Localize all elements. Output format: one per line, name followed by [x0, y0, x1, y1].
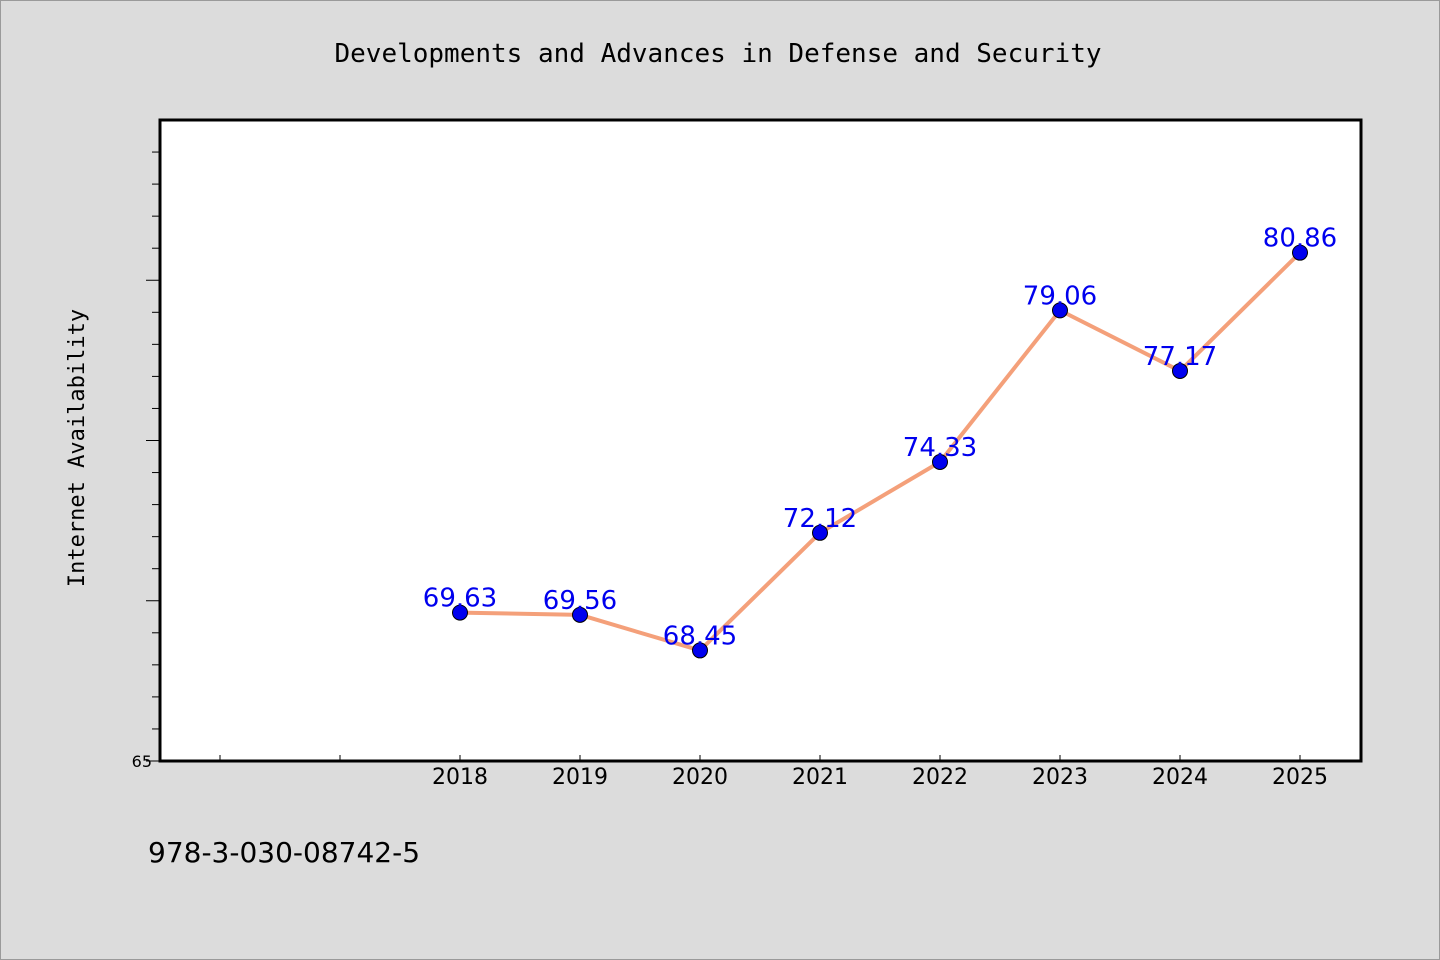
plot-area: [158, 118, 1363, 763]
data-label: 77.17: [1143, 342, 1217, 372]
x-tick-label: 2019: [552, 765, 608, 790]
data-point: [932, 453, 948, 470]
y-axis-label: Internet Availability: [65, 309, 90, 587]
x-tick-label: 2024: [1152, 765, 1208, 790]
data-point: [452, 604, 468, 621]
data-label: 69.56: [543, 586, 617, 616]
isbn-footer: 978-3-030-08742-5: [148, 836, 420, 869]
y-axis-ticks: [146, 151, 160, 762]
x-tick-label: 2020: [672, 765, 728, 790]
x-tick-label: 2018: [432, 765, 488, 790]
data-labels: 69.63 69.56 68.45 72.12 74.33 79.06 77.17 80.86: [423, 224, 1337, 652]
data-label: 80.86: [1263, 224, 1337, 254]
series-line: [458, 250, 1302, 653]
x-tick-label: 2021: [792, 765, 848, 790]
data-label: 79.06: [1023, 281, 1097, 311]
data-label: 68.45: [663, 621, 737, 651]
data-label: 74.33: [903, 433, 977, 463]
data-point: [692, 642, 708, 659]
x-tick-label: 2025: [1272, 765, 1328, 790]
data-label: 69.63: [423, 584, 497, 614]
chart-title: Developments and Advances in Defense and…: [334, 39, 1101, 69]
data-label: 72.12: [783, 504, 857, 534]
data-point: [1052, 302, 1068, 319]
series-polyline: [458, 250, 1302, 653]
data-point: [572, 606, 588, 623]
x-tick-label: 2023: [1032, 765, 1088, 790]
x-tick-label: 2022: [912, 765, 968, 790]
data-point: [812, 524, 828, 541]
data-markers: [452, 244, 1308, 659]
data-point: [1172, 362, 1188, 379]
y-tick-label: 65: [132, 752, 152, 771]
data-point: [1292, 244, 1308, 261]
x-axis-ticks: 2018 2019 2020 2021 2022 2023 2024 2025: [219, 755, 1328, 790]
